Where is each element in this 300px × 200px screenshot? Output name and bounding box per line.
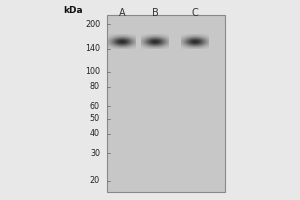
Bar	[107, 15, 225, 192]
Text: 60: 60	[90, 102, 100, 111]
Text: 100: 100	[85, 67, 100, 76]
Text: 30: 30	[90, 149, 100, 158]
Text: 20: 20	[90, 176, 100, 185]
Text: 200: 200	[85, 20, 100, 29]
Text: B: B	[152, 8, 158, 18]
Text: 80: 80	[90, 82, 100, 91]
Text: A: A	[119, 8, 125, 18]
Text: 50: 50	[90, 114, 100, 123]
Text: kDa: kDa	[63, 6, 83, 15]
Text: C: C	[192, 8, 198, 18]
Text: 140: 140	[85, 44, 100, 53]
Text: 40: 40	[90, 129, 100, 138]
